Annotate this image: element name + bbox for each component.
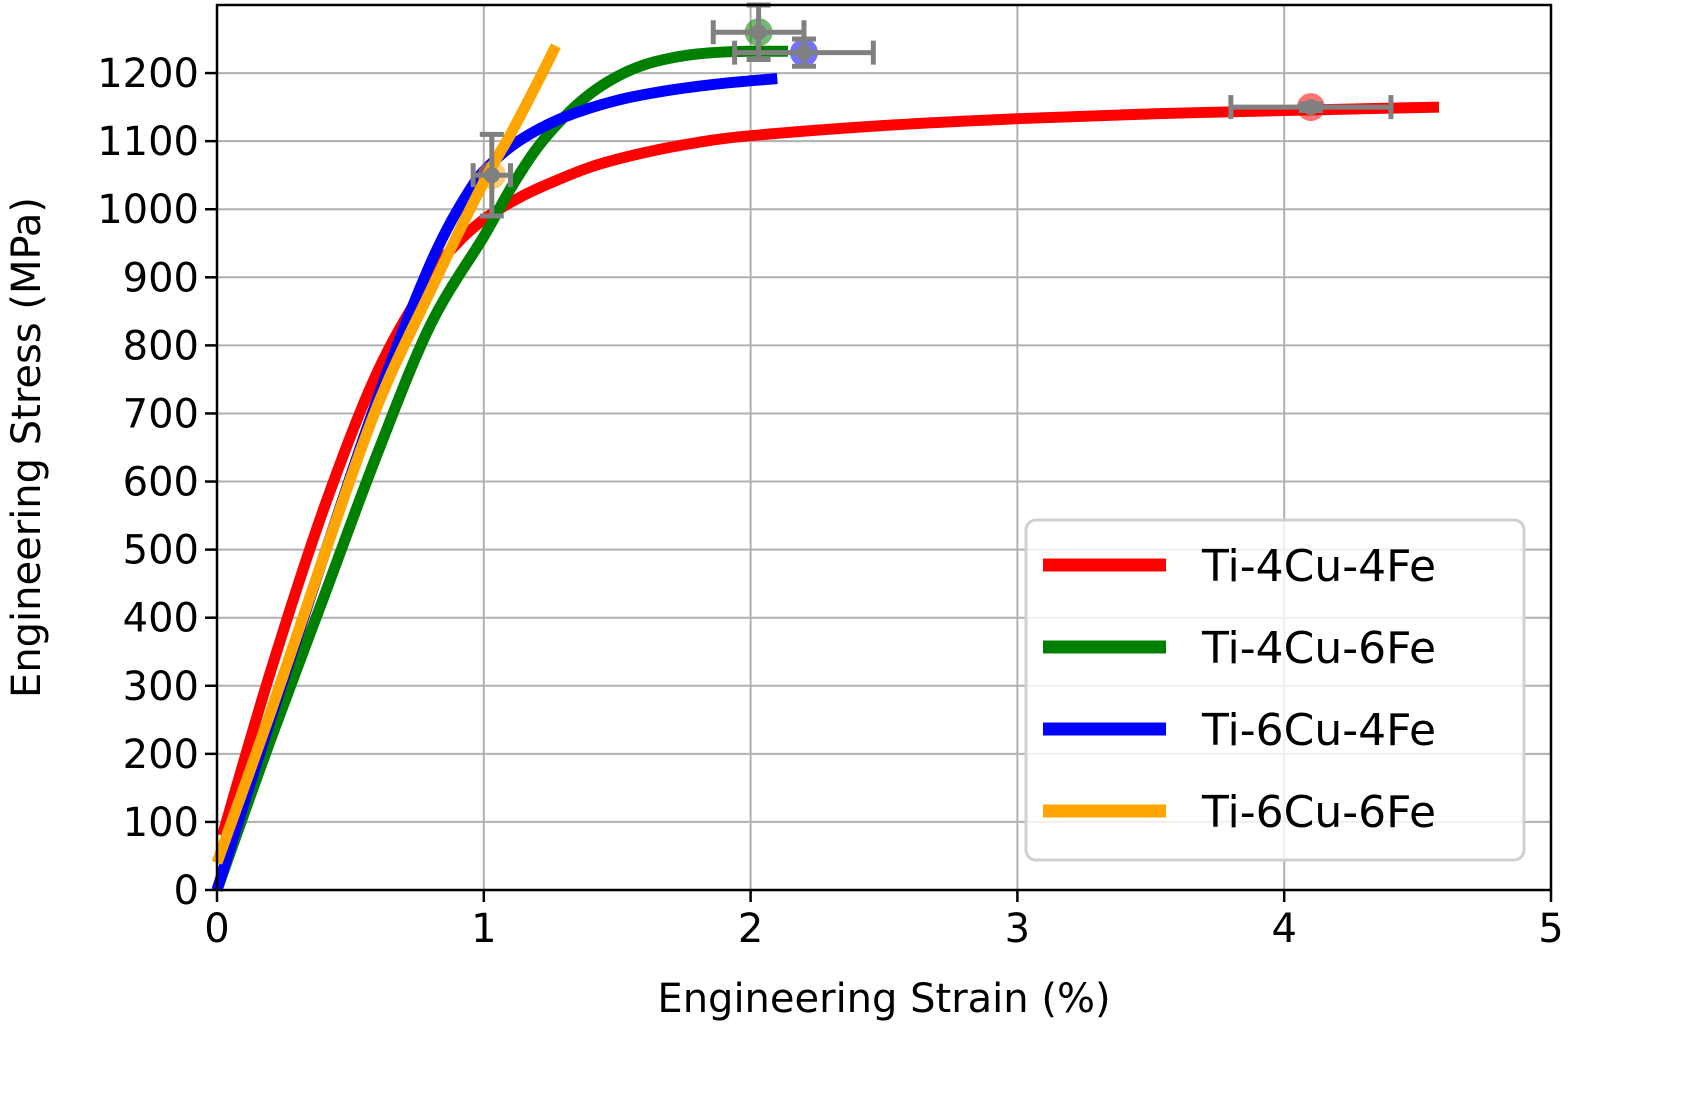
y-tick-label: 600: [123, 460, 199, 506]
y-tick-label: 700: [123, 391, 199, 437]
marker-center: [750, 24, 767, 41]
x-tick-label: 4: [1271, 906, 1296, 952]
x-tick-label: 1: [471, 906, 496, 952]
y-tick-label: 100: [123, 800, 199, 846]
y-tick-label: 300: [123, 664, 199, 710]
legend-label: Ti-4Cu-6Fe: [1201, 623, 1436, 674]
marker-center: [1302, 99, 1319, 116]
legend-box: [1024, 518, 1526, 862]
legend-label: Ti-4Cu-4Fe: [1201, 541, 1436, 592]
marker-center: [795, 44, 812, 61]
y-tick-label: 0: [174, 868, 199, 914]
y-axis-label: Engineering Stress (MPa): [4, 197, 50, 698]
marker-center: [483, 167, 500, 184]
error-bar-ti-6cu-4fe: [732, 36, 876, 69]
x-axis-label: Engineering Strain (%): [657, 976, 1110, 1022]
series-line-ti-4cu-4fe: [217, 101, 1440, 838]
y-tick-label: 1100: [97, 119, 199, 165]
x-tick-label: 2: [738, 906, 763, 952]
y-tick-label: 800: [123, 323, 199, 369]
y-tick-label: 1200: [97, 51, 199, 97]
series-line-ti-4cu-6fe: [211, 45, 788, 892]
y-tick-label: 400: [123, 596, 199, 642]
series-line-ti-6cu-6fe: [211, 43, 561, 865]
x-tick-label: 3: [1005, 906, 1030, 952]
y-tick-label: 900: [123, 255, 199, 301]
series-line-ti-6cu-4fe: [211, 73, 778, 892]
y-tick-label: 200: [123, 732, 199, 778]
series-lines: [211, 43, 1440, 892]
error-bar-markers: [470, 2, 1394, 219]
x-tick-label: 5: [1538, 906, 1563, 952]
y-tick-label: 1000: [97, 187, 199, 233]
legend: Ti-4Cu-4Fe Ti-4Cu-6Fe Ti-6Cu-4Fe Ti-6Cu-6Fe: [1024, 518, 1526, 862]
error-bar-ti-6cu-6fe: [470, 131, 513, 219]
error-bar-ti-4cu-4fe: [1228, 93, 1394, 122]
legend-label: Ti-6Cu-4Fe: [1201, 705, 1436, 756]
plot-frame: [215, 3, 1553, 892]
y-tick-label: 500: [123, 528, 199, 574]
axis-ticks: 0 1 2 3 4 5 0 100 200 300 400 500 600 700 800 900 1000 11…: [97, 51, 1564, 952]
x-tick-label: 0: [204, 906, 229, 952]
legend-label: Ti-6Cu-6Fe: [1201, 787, 1436, 838]
